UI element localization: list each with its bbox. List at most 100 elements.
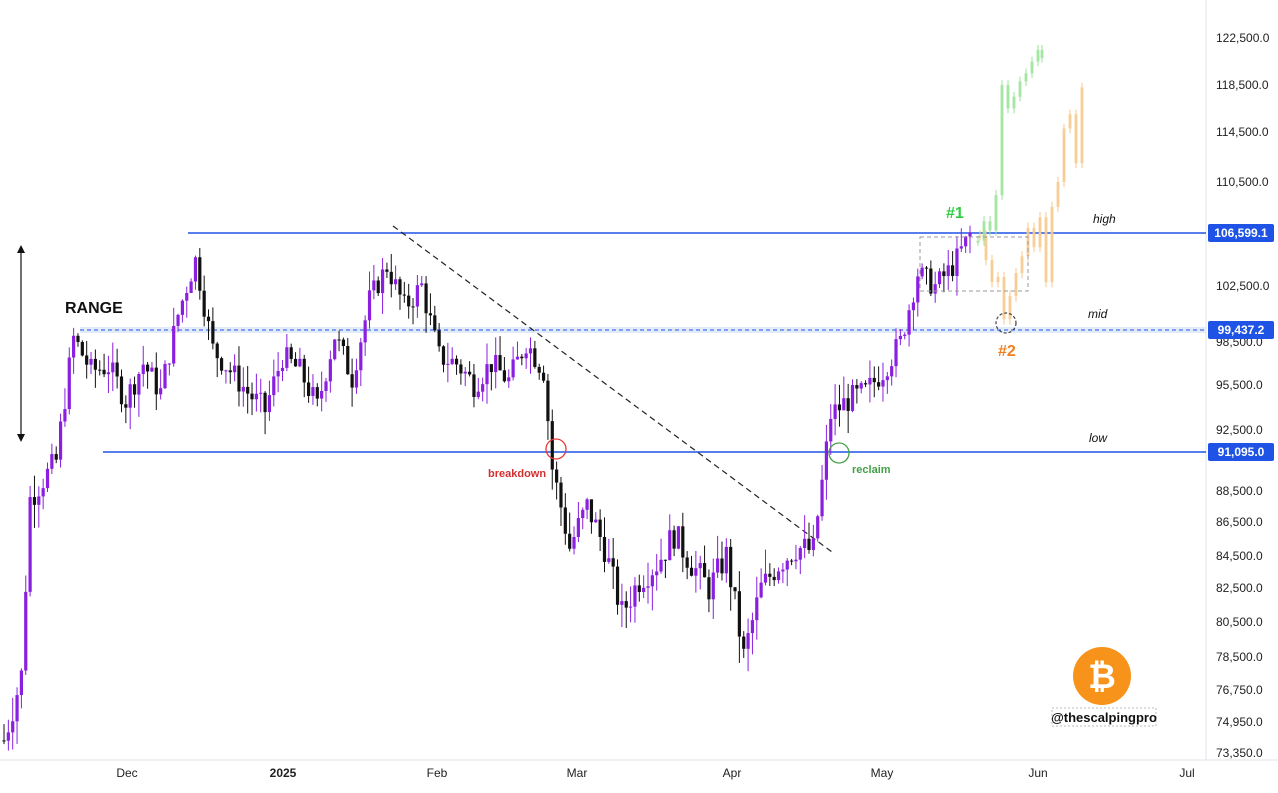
candle xyxy=(507,369,511,388)
projected-candle xyxy=(1036,45,1040,67)
candle xyxy=(541,365,546,383)
candle xyxy=(80,340,84,357)
candle xyxy=(85,340,89,379)
candle xyxy=(63,388,67,427)
candle xyxy=(524,347,528,369)
candle xyxy=(555,461,559,500)
price-badge xyxy=(1208,321,1274,339)
level-high-label: high xyxy=(1093,212,1116,226)
candle xyxy=(568,512,572,552)
candle xyxy=(263,391,267,435)
projected-candle xyxy=(1050,201,1054,288)
candle xyxy=(768,563,772,586)
candle xyxy=(585,497,589,520)
price-tick-label: 73,350.0 xyxy=(1216,746,1263,760)
candle xyxy=(233,354,237,382)
candle xyxy=(563,493,567,545)
candle xyxy=(711,558,715,619)
candle xyxy=(315,383,319,407)
candle xyxy=(716,535,720,579)
projected-candle xyxy=(1038,212,1042,253)
projected-candle xyxy=(1040,45,1044,63)
candle xyxy=(964,235,968,254)
projected-candle xyxy=(996,271,1000,288)
candle xyxy=(124,395,128,424)
projected-candle xyxy=(1032,222,1036,253)
projected-candle xyxy=(1002,271,1006,325)
time-axis: Dec 2025 Feb Mar Apr May Jun Jul xyxy=(116,766,1194,780)
projected-candle xyxy=(978,230,982,241)
consolidation-box xyxy=(919,236,1029,292)
candle xyxy=(350,358,354,407)
candle xyxy=(150,361,154,372)
time-tick-label: Jun xyxy=(1028,766,1047,780)
candle xyxy=(176,313,180,332)
candle xyxy=(54,446,58,464)
time-tick-label: Dec xyxy=(116,766,137,780)
candle xyxy=(15,687,19,744)
candle xyxy=(742,631,746,658)
candle xyxy=(420,275,424,287)
candle xyxy=(589,499,594,534)
candle xyxy=(163,360,167,390)
candles-group xyxy=(2,225,972,751)
candle xyxy=(328,350,332,393)
candle xyxy=(533,340,537,369)
candle xyxy=(950,251,955,282)
candle xyxy=(559,476,563,526)
candle xyxy=(633,577,637,623)
projected-candle xyxy=(1006,80,1010,114)
candle xyxy=(185,286,189,318)
candle xyxy=(598,509,602,551)
price-tick-label: 95,500.0 xyxy=(1216,378,1263,392)
candle xyxy=(454,355,459,375)
candle xyxy=(620,583,624,628)
candle xyxy=(367,271,372,329)
candle xyxy=(341,337,346,355)
candle xyxy=(746,618,750,672)
projected-candle xyxy=(1024,68,1028,87)
candle xyxy=(694,550,698,593)
candle xyxy=(576,501,580,543)
candle xyxy=(380,258,385,314)
candle xyxy=(898,329,902,346)
level-lines xyxy=(80,232,1206,453)
candle xyxy=(463,367,467,387)
candle xyxy=(337,330,341,352)
projected-candle xyxy=(1020,251,1024,279)
candle xyxy=(685,551,689,580)
candle xyxy=(41,478,45,510)
candle xyxy=(19,668,24,709)
candle xyxy=(298,347,302,368)
candle xyxy=(11,697,15,750)
candle xyxy=(707,569,711,613)
price-tick-label: 74,950.0 xyxy=(1216,715,1263,729)
scenario-2-label: #2 xyxy=(998,343,1016,360)
bitcoin-logo: ₿ xyxy=(1073,647,1131,705)
candle xyxy=(198,247,202,300)
candle xyxy=(824,424,829,500)
candle xyxy=(111,342,115,392)
price-tick-label: 102,500.0 xyxy=(1216,279,1270,293)
candle xyxy=(32,475,37,528)
price-tick-label: 86,500.0 xyxy=(1216,515,1263,529)
level-low-label: low xyxy=(1089,431,1108,445)
candle xyxy=(916,268,920,317)
candle xyxy=(659,538,663,574)
projected-candle xyxy=(1012,92,1016,114)
candle xyxy=(502,357,507,383)
projected-candle xyxy=(1008,290,1012,325)
candle xyxy=(293,352,298,367)
candle xyxy=(863,380,868,388)
candle xyxy=(837,384,842,427)
candle xyxy=(663,559,668,579)
candle xyxy=(280,359,285,382)
candle xyxy=(528,337,533,374)
candle xyxy=(159,369,163,400)
candle xyxy=(272,359,276,407)
candle xyxy=(102,353,106,378)
candle xyxy=(481,377,485,402)
candle xyxy=(485,343,489,404)
candle xyxy=(511,346,515,381)
candle xyxy=(628,586,633,623)
